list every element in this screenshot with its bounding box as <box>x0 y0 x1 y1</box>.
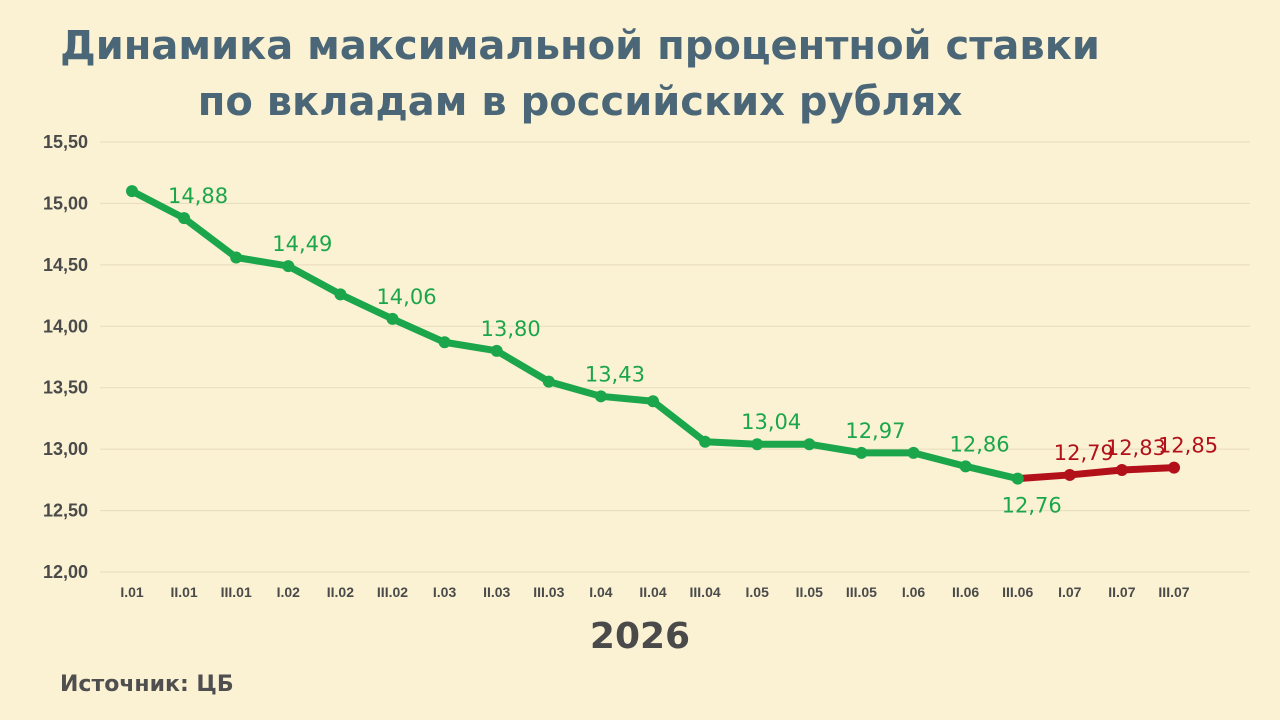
y-axis-ticks: 12,00 12,50 13,00 13,50 14,00 14,50 15,00 15,50 <box>43 132 88 582</box>
x-tick-label: II.05 <box>796 584 823 600</box>
data-labels: 14,88 14,49 14,06 13,80 13,43 13,04 12,97 12,86… <box>168 184 1218 517</box>
data-point <box>647 395 659 408</box>
x-tick-label: I.04 <box>589 584 613 600</box>
chart-title-line1: Динамика максимальной процентной ставки <box>60 23 1100 69</box>
x-tick-label: I.03 <box>433 584 457 600</box>
data-point <box>959 460 972 473</box>
chart-title-line2: по вкладам в российских рублях <box>197 79 963 125</box>
data-label: 12,83 <box>1106 436 1166 460</box>
data-point <box>594 390 607 403</box>
x-tick-label: III.07 <box>1158 584 1189 600</box>
data-points <box>126 185 1180 485</box>
x-tick-label: III.04 <box>690 584 721 600</box>
data-point <box>438 336 451 349</box>
x-tick-label: II.07 <box>1108 584 1135 600</box>
data-label: 12,86 <box>950 432 1010 456</box>
y-tick-label: 13,00 <box>43 439 88 459</box>
y-tick-label: 15,00 <box>43 193 88 213</box>
data-point <box>1063 468 1076 481</box>
data-label: 14,06 <box>376 285 436 309</box>
data-point <box>855 446 868 459</box>
x-tick-label: I.02 <box>277 584 301 600</box>
data-point <box>386 312 399 325</box>
data-point <box>907 446 920 459</box>
x-tick-label: II.03 <box>483 584 510 600</box>
data-label: 13,04 <box>741 410 801 434</box>
y-tick-label: 12,50 <box>43 501 88 521</box>
data-point <box>751 438 764 451</box>
x-axis-title: 2026 <box>589 616 691 657</box>
x-tick-label: III.06 <box>1002 584 1033 600</box>
x-tick-label: III.05 <box>846 584 877 600</box>
data-point <box>1168 461 1180 474</box>
chart-grid <box>100 141 1250 573</box>
x-tick-label: II.01 <box>170 584 197 600</box>
source-note: Источник: ЦБ <box>60 672 234 697</box>
series-lines <box>128 187 1178 483</box>
data-point <box>178 212 191 225</box>
y-tick-label: 15,50 <box>43 132 88 152</box>
data-point <box>230 251 243 264</box>
data-point <box>1011 472 1024 485</box>
data-label: 13,43 <box>585 362 645 386</box>
data-label: 12,76 <box>1002 494 1062 518</box>
data-label: 14,49 <box>272 232 332 256</box>
data-point <box>334 288 347 301</box>
data-label: 13,80 <box>481 317 541 341</box>
data-point <box>1115 464 1128 477</box>
data-point <box>542 375 555 388</box>
chart-title: Динамика максимальной процентной ставки … <box>0 18 1160 130</box>
data-point <box>490 344 503 357</box>
x-tick-label: I.07 <box>1058 584 1082 600</box>
x-tick-label: I.05 <box>746 584 770 600</box>
x-tick-label: III.01 <box>221 584 252 600</box>
y-tick-label: 14,50 <box>43 255 88 275</box>
x-axis-ticks: I.01 II.01 III.01 I.02 II.02 III.02 I.03 II.03 I… <box>120 584 1189 600</box>
x-tick-label: I.06 <box>902 584 926 600</box>
data-point <box>282 260 295 273</box>
x-tick-label: II.02 <box>327 584 354 600</box>
x-tick-label: III.02 <box>377 584 408 600</box>
data-label: 12,97 <box>845 419 905 443</box>
data-label: 12,85 <box>1158 434 1218 458</box>
data-label: 12,79 <box>1054 441 1114 465</box>
data-point <box>803 438 816 451</box>
series-line <box>128 187 1022 483</box>
data-point <box>699 435 712 448</box>
y-tick-label: 13,50 <box>43 378 88 398</box>
data-label: 14,88 <box>168 184 228 208</box>
x-tick-label: II.06 <box>952 584 979 600</box>
series-line <box>1014 464 1178 483</box>
x-tick-label: II.04 <box>639 584 666 600</box>
y-tick-label: 12,00 <box>43 562 88 582</box>
x-tick-label: III.03 <box>533 584 564 600</box>
x-tick-label: I.01 <box>120 584 144 600</box>
y-tick-label: 14,00 <box>43 316 88 336</box>
data-point <box>126 185 138 198</box>
